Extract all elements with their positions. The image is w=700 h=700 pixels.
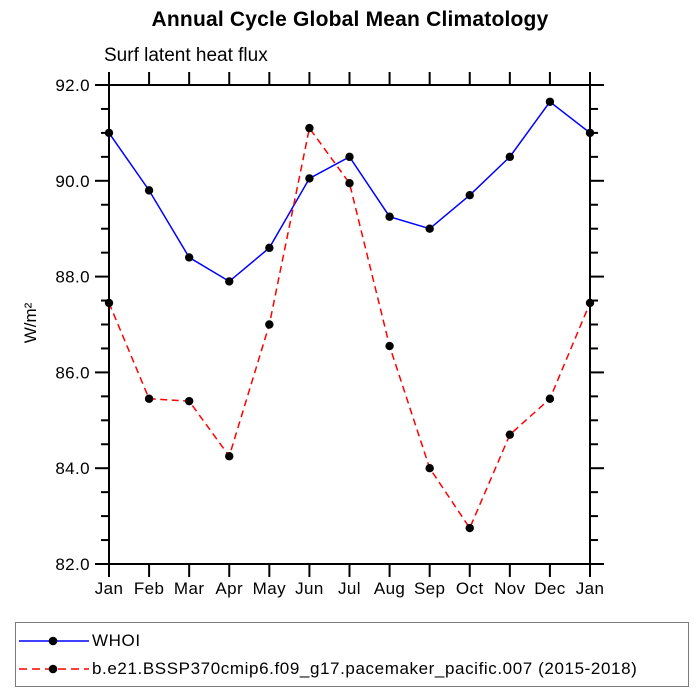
data-point-model <box>425 464 434 473</box>
y-tick-label: 88.0 <box>55 268 90 287</box>
data-point-whoi <box>225 277 234 286</box>
x-tick-label: May <box>253 579 286 598</box>
y-tick-label: 90.0 <box>55 172 90 191</box>
data-point-whoi <box>585 128 595 138</box>
x-tick-label: Oct <box>456 579 484 598</box>
data-point-whoi <box>425 224 434 233</box>
x-tick-label: Mar <box>174 579 204 598</box>
data-point-whoi <box>545 97 555 106</box>
y-tick-label: 84.0 <box>55 459 90 478</box>
legend-marker-icon <box>48 636 58 646</box>
data-point-whoi <box>505 152 515 162</box>
series-line-model <box>108 126 591 530</box>
legend-label-whoi: WHOI <box>92 631 141 650</box>
data-point-model <box>345 178 354 188</box>
x-tick-label: Sep <box>414 579 445 598</box>
y-tick-label: 86.0 <box>55 363 90 382</box>
data-point-whoi <box>385 212 394 221</box>
legend-line-sample-solid <box>19 636 89 646</box>
data-point-model <box>305 123 314 133</box>
data-point-whoi <box>265 243 274 253</box>
x-tick-label: Dec <box>534 579 566 598</box>
data-point-model <box>184 396 194 406</box>
data-point-model <box>225 452 234 461</box>
data-point-whoi <box>144 186 154 195</box>
data-point-whoi <box>104 128 114 138</box>
legend-label-model: b.e21.BSSP370cmip6.f09_g17.pacemaker_pac… <box>92 659 638 678</box>
data-point-whoi <box>184 253 194 262</box>
data-point-model <box>144 394 154 403</box>
x-tick-label: Nov <box>494 579 526 598</box>
x-tick-label: Jul <box>338 579 361 598</box>
x-tick-label: Feb <box>134 579 165 598</box>
plot-area: Jan Feb Mar Apr May Jun Jul Aug Sep Oct Nov Dec Jan 9… <box>55 72 605 598</box>
data-point-model <box>585 298 595 308</box>
data-point-whoi <box>345 152 354 162</box>
data-point-model <box>545 394 555 403</box>
data-point-model <box>465 523 474 533</box>
chart-subtitle: Surf latent heat flux <box>104 45 268 66</box>
x-tick-label: Jan <box>576 579 605 598</box>
data-point-model <box>385 341 394 351</box>
y-tick-label: 82.0 <box>55 555 90 574</box>
data-point-model <box>104 298 114 308</box>
series-line-whoi <box>108 100 591 283</box>
legend-item-whoi: WHOI <box>19 627 688 655</box>
x-tick-label: Aug <box>374 579 405 598</box>
x-tick-label: Jan <box>95 579 124 598</box>
y-tick-label: 92.0 <box>55 76 90 95</box>
legend-item-model: b.e21.BSSP370cmip6.f09_g17.pacemaker_pac… <box>19 655 688 683</box>
legend-line-sample-dashed <box>19 664 89 674</box>
data-point-whoi <box>465 190 474 200</box>
data-point-whoi <box>305 174 314 183</box>
legend-box: WHOI b.e21.BSSP370cmip6.f09_g17.pacemake… <box>15 622 689 687</box>
data-point-model <box>265 320 274 329</box>
chart-title: Annual Cycle Global Mean Climatology <box>151 8 549 31</box>
legend-marker-icon <box>48 664 58 674</box>
plot-frame <box>108 84 591 565</box>
x-tick-label: Apr <box>215 579 243 598</box>
x-tick-label: Jun <box>295 579 324 598</box>
data-point-model <box>505 430 515 439</box>
